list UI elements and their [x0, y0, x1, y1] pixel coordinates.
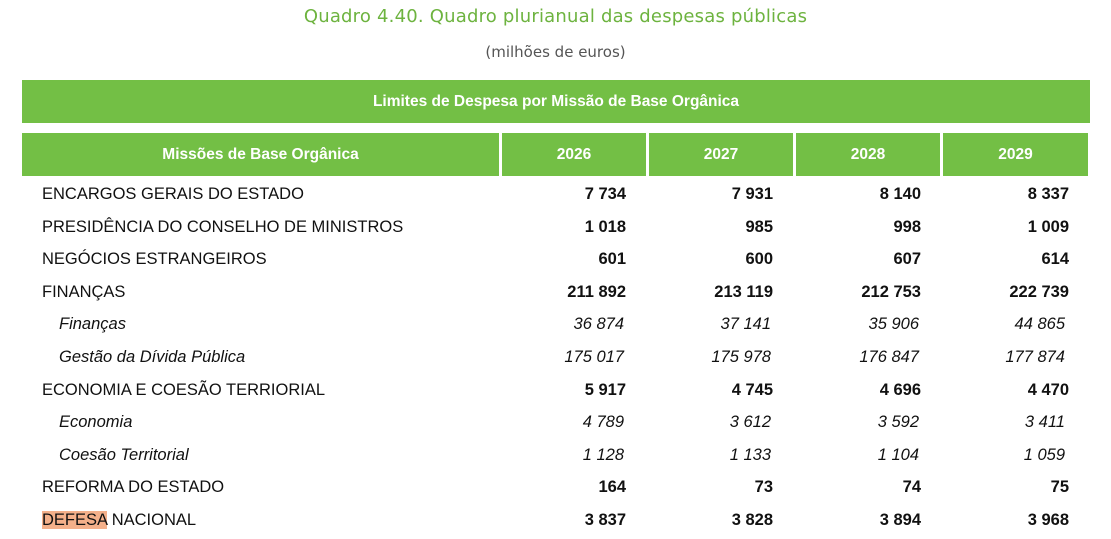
column-header-row: Missões de Base Orgânica 2026 2027 2028 …	[22, 133, 1088, 176]
row-label: ECONOMIA E COESÃO TERRIORIAL	[42, 380, 326, 399]
table-row: Gestão da Dívida Pública 175 017 175 978 17…	[22, 341, 1090, 374]
cell-value-2028: 4 696	[879, 380, 921, 399]
cell-value-2026: 1 128	[582, 445, 624, 464]
row-label: Coesão Territorial	[59, 445, 189, 464]
table-row: PRESIDÊNCIA DO CONSELHO DE MINISTROS 1 01…	[22, 211, 1090, 244]
band-label: Limites de Despesa por Missão de Base Or…	[372, 92, 740, 110]
cell-value-2026: 211 892	[567, 282, 626, 301]
table-row: NEGÓCIOS ESTRANGEIROS 601 600 607 614	[22, 243, 1090, 276]
row-label: ENCARGOS GERAIS DO ESTADO	[42, 185, 304, 203]
row-label: PRESIDÊNCIA DO CONSELHO DE MINISTROS	[42, 217, 404, 236]
cell-value-2027: 213 119	[714, 282, 773, 301]
cell-value-2026: 1 018	[584, 217, 626, 236]
cell-value-2026: 4 789	[582, 413, 624, 432]
cell-value-2026: 601	[598, 250, 626, 269]
cell-value-2028: 3 894	[879, 510, 921, 529]
table-band-header: Limites de Despesa por Missão de Base Or…	[22, 80, 1090, 123]
table-row: Coesão Territorial 1 128 1 133 1 104 1 059	[22, 439, 1090, 472]
table-row: ENCARGOS GERAIS DO ESTADO 7 734 7 931 8 140…	[22, 178, 1090, 211]
column-header-2028: 2028	[796, 133, 940, 176]
table-subtitle: (milhões de euros)	[485, 43, 626, 61]
row-label: REFORMA DO ESTADO	[42, 478, 225, 497]
cell-value-2029: 3 411	[1024, 413, 1065, 432]
table-row: DEFESA NACIONAL 3 837 3 828 3 894 3 968	[22, 504, 1090, 537]
column-header-missions: Missões de Base Orgânica	[22, 133, 499, 176]
cell-value-2028: 3 592	[877, 413, 919, 432]
table-body: ENCARGOS GERAIS DO ESTADO 7 734 7 931 8 140…	[22, 178, 1090, 537]
cell-value-2026: 164	[598, 478, 626, 497]
cell-value-2029: 75	[1050, 478, 1069, 497]
cell-value-2027: 37 141	[720, 315, 771, 334]
row-label: DEFESA NACIONAL	[42, 510, 197, 530]
cell-value-2027: 3 828	[731, 510, 773, 529]
cell-value-2029: 44 865	[1014, 315, 1065, 334]
cell-value-2026: 175 017	[564, 347, 624, 366]
cell-value-2027: 4 745	[731, 380, 773, 399]
row-label: Gestão da Dívida Pública	[59, 347, 246, 366]
table-row: Finanças 36 874 37 141 35 906 44 865	[22, 308, 1090, 341]
cell-value-2027: 600	[745, 250, 773, 269]
cell-value-2029: 614	[1041, 250, 1069, 269]
cell-value-2027: 985	[745, 217, 773, 236]
row-label: NEGÓCIOS ESTRANGEIROS	[42, 250, 267, 269]
table-title: Quadro 4.40. Quadro plurianual das despe…	[303, 6, 808, 27]
highlighted-text: DEFESA	[42, 510, 108, 529]
cell-value-2027: 3 612	[729, 413, 771, 432]
cell-value-2029: 177 874	[1005, 347, 1065, 366]
table-row: ECONOMIA E COESÃO TERRIORIAL 5 917 4 745 4 …	[22, 374, 1090, 407]
cell-value-2028: 212 753	[861, 282, 921, 301]
cell-value-2028: 35 906	[868, 315, 919, 334]
cell-value-2028: 176 847	[859, 347, 919, 366]
cell-value-2026: 5 917	[584, 380, 626, 399]
cell-value-2026: 3 837	[584, 510, 626, 529]
row-label: FINANÇAS	[42, 282, 126, 301]
cell-value-2029: 8 337	[1027, 185, 1069, 203]
cell-value-2027: 7 931	[731, 185, 773, 203]
cell-value-2029: 3 968	[1027, 510, 1069, 529]
table-row: Economia 4 789 3 612 3 592 3 411	[22, 406, 1090, 439]
cell-value-2028: 74	[902, 478, 921, 497]
column-header-2026: 2026	[502, 133, 646, 176]
cell-value-2028: 8 140	[879, 185, 921, 203]
table-row: REFORMA DO ESTADO 164 73 74 75	[22, 471, 1090, 504]
cell-value-2029: 4 470	[1027, 380, 1069, 399]
cell-value-2028: 998	[893, 217, 921, 236]
column-header-2029: 2029	[943, 133, 1088, 176]
cell-value-2027: 73	[754, 478, 773, 497]
row-label-rest: NACIONAL	[107, 510, 197, 529]
cell-value-2027: 175 978	[711, 347, 771, 366]
table-row: FINANÇAS 211 892 213 119 212 753 222 739	[22, 276, 1090, 309]
cell-value-2029: 1 059	[1023, 445, 1065, 464]
column-header-2027: 2027	[649, 133, 793, 176]
cell-value-2027: 1 133	[729, 445, 771, 464]
row-label: Finanças	[59, 315, 126, 334]
cell-value-2028: 1 104	[877, 445, 919, 464]
row-label: Economia	[59, 413, 133, 432]
cell-value-2026: 7 734	[584, 185, 626, 203]
cell-value-2029: 1 009	[1027, 217, 1069, 236]
cell-value-2029: 222 739	[1009, 282, 1069, 301]
cell-value-2026: 36 874	[573, 315, 624, 334]
cell-value-2028: 607	[893, 250, 921, 269]
